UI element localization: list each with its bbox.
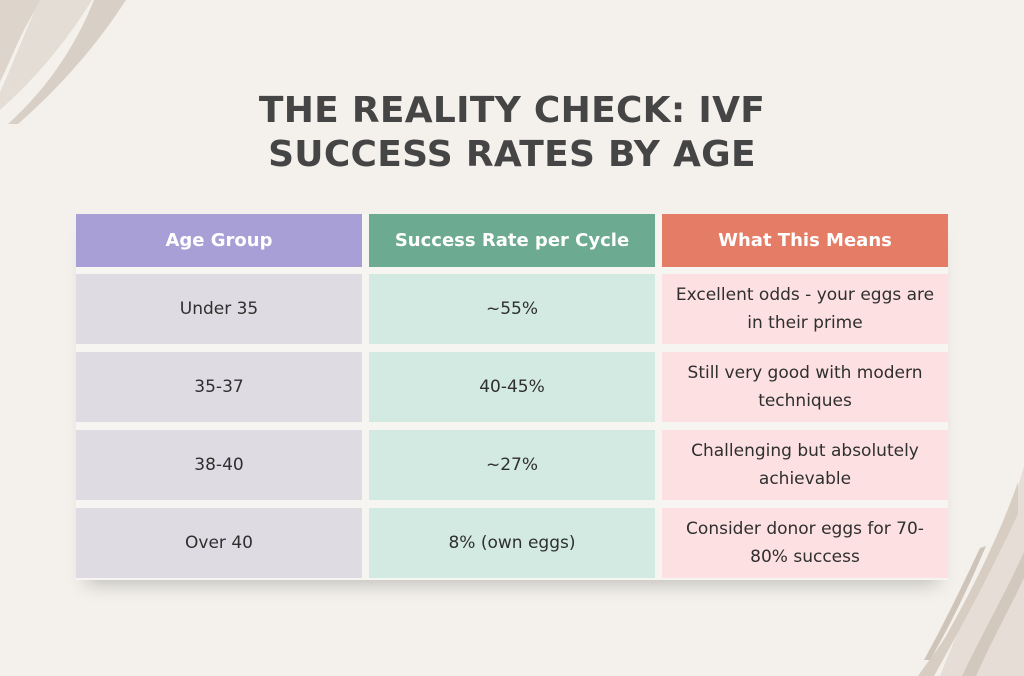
table-cell-meaning: Still very good with modern techniques (662, 352, 948, 422)
table-cell-success-rate: ~27% (369, 430, 655, 500)
table-cell-success-rate: 8% (own eggs) (369, 508, 655, 578)
table-grid: Age Group Success Rate per Cycle What Th… (76, 214, 948, 580)
page-title: THE REALITY CHECK: IVF SUCCESS RATES BY … (0, 89, 1024, 177)
table-cell-age-group: Over 40 (76, 508, 362, 578)
page-title-line-2: SUCCESS RATES BY AGE (268, 134, 756, 175)
table-cell-age-group: Under 35 (76, 274, 362, 344)
header-age-group: Age Group (76, 214, 362, 267)
header-what-this-means: What This Means (662, 214, 948, 267)
table-cell-meaning: Challenging but absolutely achievable (662, 430, 948, 500)
page-title-line-1: THE REALITY CHECK: IVF (258, 90, 766, 131)
table-cell-meaning: Excellent odds - your eggs are in their … (662, 274, 948, 344)
table-cell-meaning: Consider donor eggs for 70-80% success (662, 508, 948, 578)
ivf-success-table: Age Group Success Rate per Cycle What Th… (76, 214, 948, 580)
table-cell-age-group: 35-37 (76, 352, 362, 422)
table-cell-success-rate: 40-45% (369, 352, 655, 422)
header-success-rate: Success Rate per Cycle (369, 214, 655, 267)
table-cell-success-rate: ~55% (369, 274, 655, 344)
table-cell-age-group: 38-40 (76, 430, 362, 500)
